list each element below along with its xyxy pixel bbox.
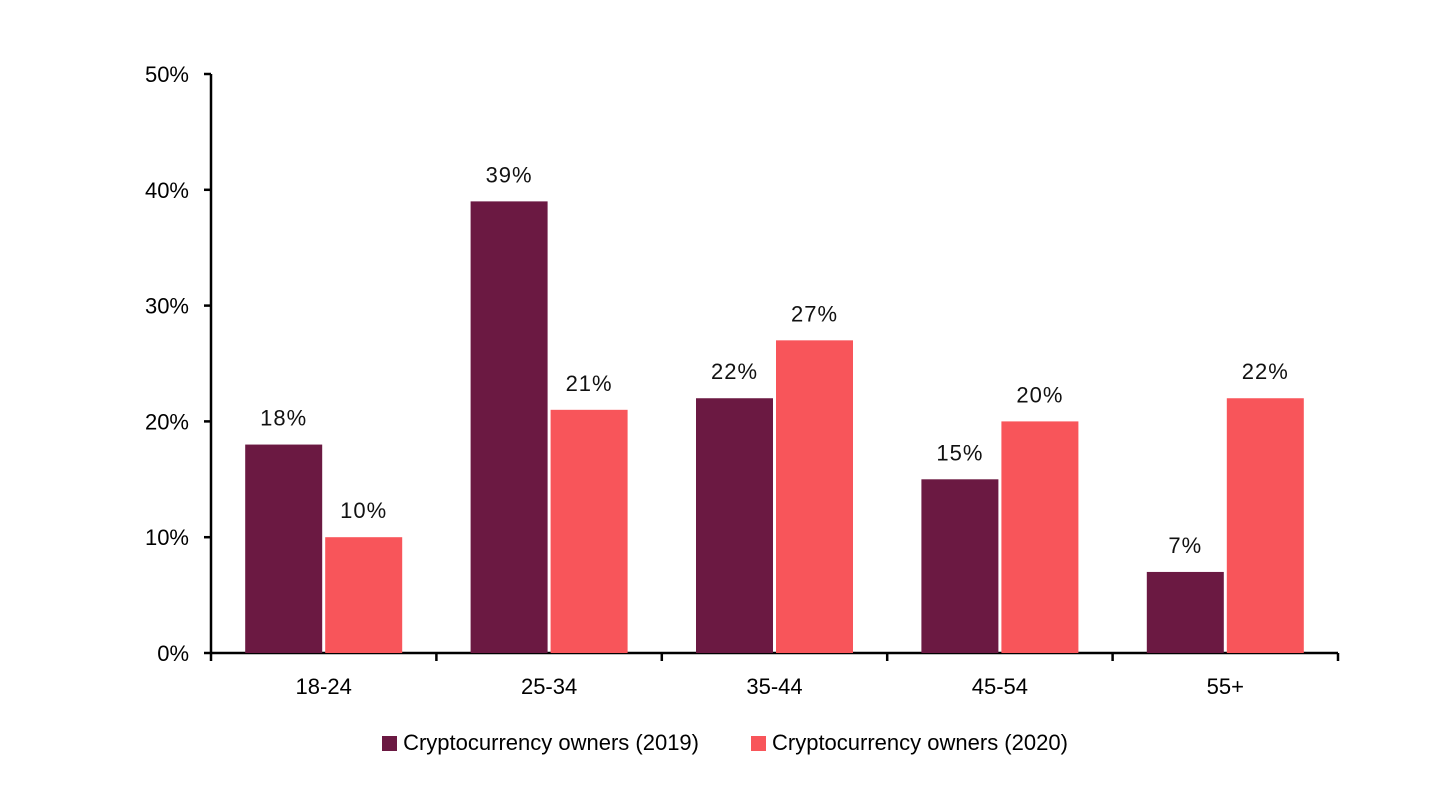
y-tick-label: 0% [157, 641, 189, 666]
legend-label-2019: Cryptocurrency owners (2019) [403, 730, 699, 755]
bar-25-34-series-1 [550, 409, 628, 653]
y-tick-label: 30% [145, 294, 189, 319]
x-tick-label: 18-24 [296, 674, 352, 699]
data-label: 10% [340, 498, 387, 523]
legend-swatch-2019 [382, 735, 398, 751]
data-label: 22% [711, 359, 758, 384]
y-tick-label: 10% [145, 525, 189, 550]
legend-swatch-2020 [751, 735, 766, 751]
data-label: 15% [936, 440, 983, 465]
data-label: 27% [791, 301, 838, 326]
legend-item-2020: Cryptocurrency owners (2020) [751, 730, 1068, 756]
data-label: 20% [1016, 382, 1063, 407]
x-axis: 18-24 25-34 35-44 45-54 55+ [209, 651, 1340, 699]
bars [245, 201, 1304, 653]
bar-45-54-series-1 [1001, 421, 1079, 653]
x-tick-label: 35-44 [746, 674, 802, 699]
legend: Cryptocurrency owners (2019) Cryptocurre… [0, 730, 1450, 756]
x-tick-label: 45-54 [972, 674, 1028, 699]
bar-35-44-series-1 [776, 340, 853, 653]
data-label: 18% [260, 406, 307, 431]
x-tick-label: 25-34 [521, 674, 577, 699]
y-tick-label: 40% [145, 178, 189, 203]
x-tick-label: 55+ [1207, 674, 1244, 699]
y-axis: 0% 10% 20% 30% 40% 50% [145, 62, 213, 666]
data-label: 21% [566, 371, 613, 396]
data-label: 22% [1242, 359, 1289, 384]
legend-item-2019: Cryptocurrency owners (2019) [382, 730, 699, 756]
y-tick-label: 20% [145, 409, 189, 434]
bar-18-24-series-0 [245, 444, 323, 653]
legend-label-2020: Cryptocurrency owners (2020) [772, 730, 1068, 755]
data-label: 39% [486, 162, 533, 187]
y-tick-label: 50% [145, 62, 189, 87]
bar-55+-series-0 [1146, 571, 1224, 653]
bar-25-34-series-0 [470, 201, 548, 653]
bar-35-44-series-0 [696, 398, 773, 653]
bar-55+-series-1 [1226, 398, 1304, 653]
bar-18-24-series-1 [325, 537, 403, 653]
data-labels: 18% 39% 22% 15% 7% 10% 21% 27% 20% 22% [260, 162, 1289, 558]
data-label: 7% [1168, 533, 1202, 558]
bar-45-54-series-0 [921, 479, 999, 653]
